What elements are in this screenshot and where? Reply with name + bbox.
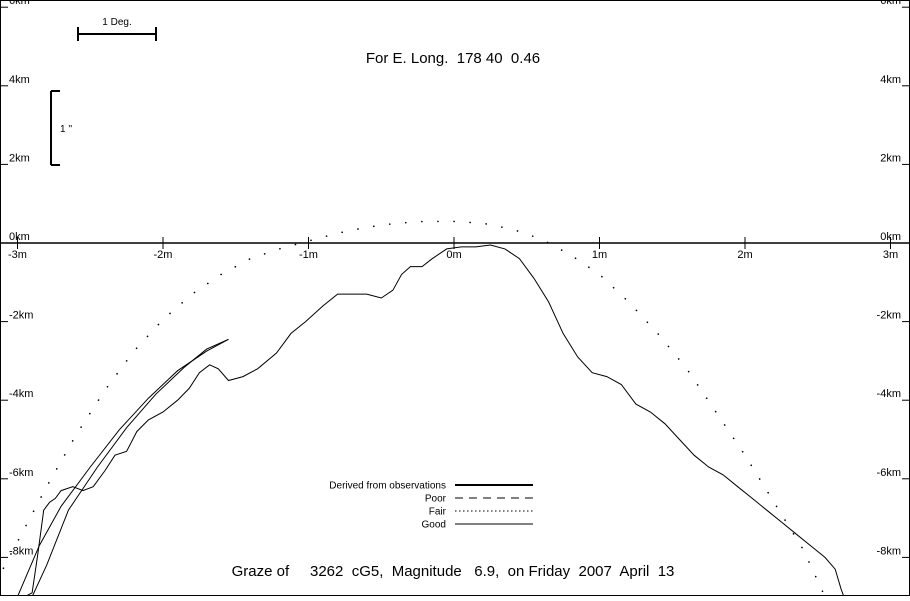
y-tick-label-right: 6km (880, 0, 901, 7)
legend-label: Fair (429, 507, 447, 518)
y-tick-label-right: 0km (880, 231, 901, 243)
profile-series-1-thin (20, 244, 845, 598)
legend-label: Poor (425, 494, 447, 505)
y-tick-label-right: 4km (880, 74, 901, 86)
x-tick-label: -1m (299, 249, 318, 261)
scale-bars: 1 Deg. 1 '' (50, 17, 157, 166)
y-tick-label-left: 2km (9, 152, 30, 164)
longitude-header: For E. Long. 178 40 0.46 (366, 50, 540, 67)
arcsec-scale-label: 1 '' (60, 124, 72, 135)
degree-scale-label: 1 Deg. (102, 17, 131, 28)
profile-series-4-thin (31, 338, 229, 597)
y-tick-label-left: 6km (9, 0, 30, 7)
legend-label: Derived from observations (329, 481, 446, 492)
series-layer (0, 220, 845, 598)
axes-layer: -3m -2m -1m 0m 1m 2m 3m 6km 6km 4km 4km 2km 2km 0km 0k… (0, 0, 910, 558)
y-tick-label-left: 0km (9, 231, 30, 243)
y-tick-label-left: -8km (9, 545, 33, 557)
x-tick-label: 0m (446, 249, 461, 261)
legend: Derived from observations Poor Fair Good (329, 481, 533, 531)
x-tick-label: 3m (883, 249, 898, 261)
legend-label: Good (422, 520, 446, 531)
y-tick-label-left: -2km (9, 310, 33, 322)
y-tick-label-left: -6km (9, 467, 33, 479)
profile-series-3-thin (17, 338, 229, 597)
y-tick-label-left: 4km (9, 74, 30, 86)
graze-caption: Graze of 3262 cG5, Magnitude 6.9, on Fri… (232, 563, 675, 580)
x-tick-label: 2m (737, 249, 752, 261)
x-tick-label: 1m (592, 249, 607, 261)
y-tick-label-right: -6km (877, 467, 901, 479)
y-tick-label-right: -2km (877, 310, 901, 322)
y-tick-label-right: -8km (877, 545, 901, 557)
x-tick-label: -2m (154, 249, 173, 261)
y-tick-label-right: -4km (877, 388, 901, 400)
y-tick-label-left: -4km (9, 388, 33, 400)
y-tick-label-right: 2km (880, 152, 901, 164)
x-tick-label: -3m (8, 249, 27, 261)
